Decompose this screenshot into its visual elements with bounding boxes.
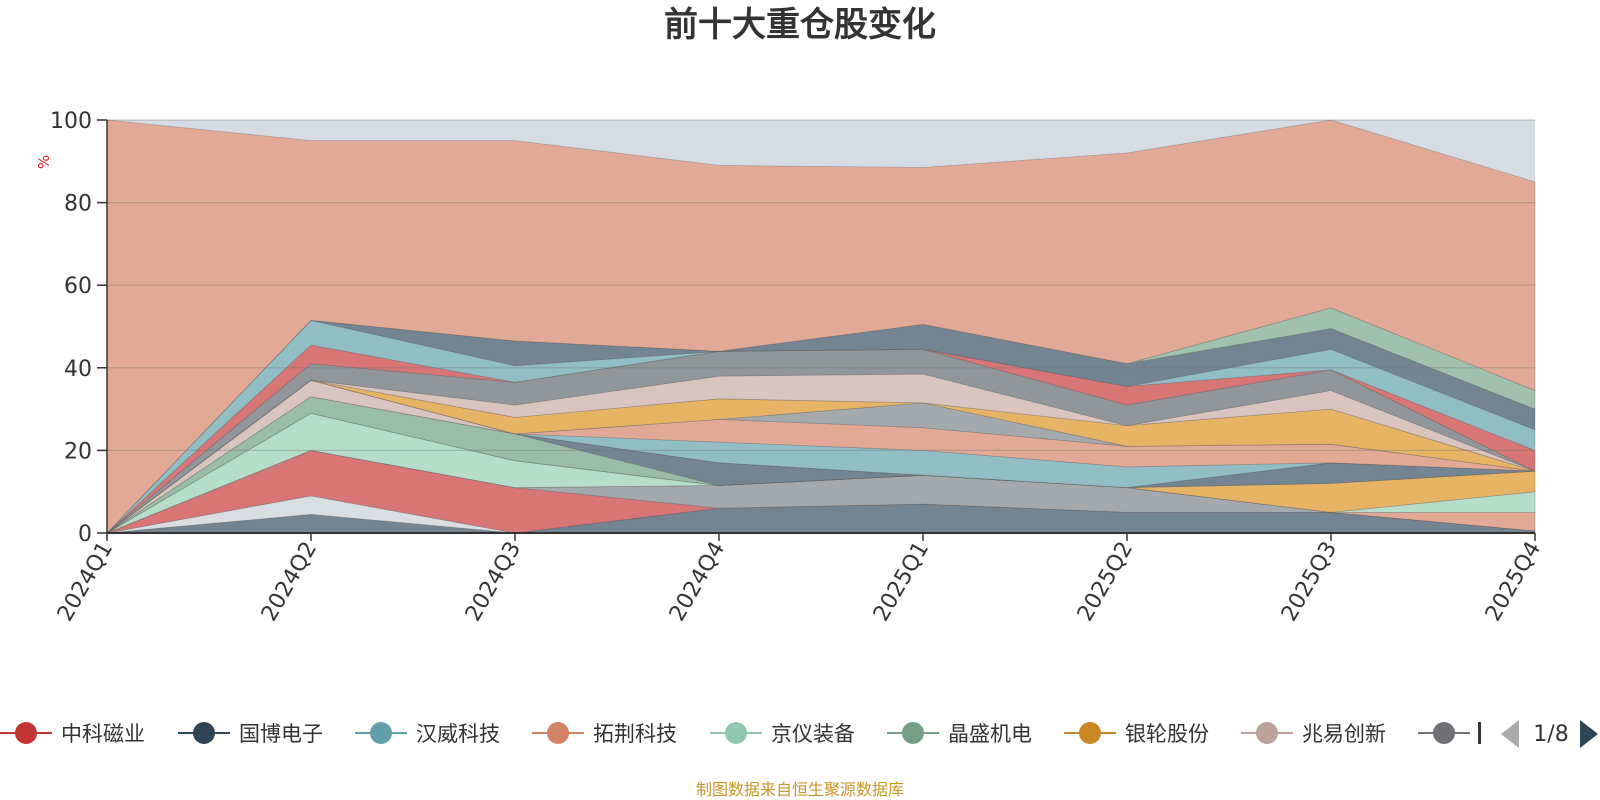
legend-marker: [193, 722, 215, 744]
x-tick-label: 2025Q3: [1277, 538, 1342, 626]
legend-label: 拓荆科技: [593, 722, 677, 746]
y-tick-label: 100: [50, 109, 92, 134]
y-tick-label: 20: [64, 439, 92, 464]
legend-marker: [902, 722, 924, 744]
legend-item-5[interactable]: 京仪装备: [710, 722, 855, 746]
area-series-group: [106, 119, 1536, 534]
y-tick-label: 40: [64, 357, 92, 382]
area-series-21[interactable]: [106, 119, 1536, 534]
legend-label: 中科磁业: [61, 722, 145, 746]
legend-label: 兆易创新: [1302, 722, 1386, 746]
x-tick-label: 2024Q2: [257, 538, 322, 626]
legend-item-6[interactable]: 晶盛机电: [887, 722, 1032, 746]
chart-title: 前十大重仓股变化: [664, 5, 936, 45]
y-tick-label: 60: [64, 274, 92, 299]
legend-marker: [370, 722, 392, 744]
legend-marker: [1433, 722, 1455, 744]
legend: 中科磁业 国博电子 汉威科技 拓荆科技 京仪装备 晶盛机电 银轮股份 兆易创新 1/8: [0, 720, 1598, 748]
grid-lines: [107, 119, 1535, 451]
legend-label: 晶盛机电: [948, 722, 1032, 746]
legend-item-8[interactable]: 兆易创新: [1241, 722, 1386, 746]
legend-truncated-text: [1478, 722, 1481, 744]
legend-marker: [15, 722, 37, 744]
legend-label: 银轮股份: [1125, 722, 1209, 746]
legend-marker: [1256, 722, 1278, 744]
x-tick-label: 2024Q4: [665, 538, 730, 626]
legend-page-indicator: 1/8: [1533, 722, 1568, 747]
legend-item-1[interactable]: 中科磁业: [0, 722, 145, 746]
legend-marker: [1079, 722, 1101, 744]
x-tick-label: 2025Q2: [1073, 538, 1138, 626]
legend-label: 京仪装备: [771, 722, 855, 746]
y-axis-unit: %: [35, 155, 53, 169]
legend-prev-page-icon[interactable]: [1501, 720, 1519, 748]
y-tick-label: 0: [78, 522, 92, 547]
legend-label: 国博电子: [239, 722, 323, 746]
source-note: 制图数据来自恒生聚源数据库: [696, 780, 904, 799]
legend-label: 汉威科技: [416, 722, 500, 746]
legend-item-3[interactable]: 汉威科技: [355, 722, 500, 746]
legend-next-page-icon[interactable]: [1580, 720, 1598, 748]
y-tick-label: 80: [64, 192, 92, 217]
x-tick-label: 2024Q1: [53, 538, 118, 626]
x-tick-label: 2025Q1: [869, 538, 934, 626]
legend-item-2[interactable]: 国博电子: [178, 722, 323, 746]
x-tick-label: 2025Q4: [1481, 538, 1546, 626]
legend-marker: [725, 722, 747, 744]
x-tick-label: 2024Q3: [461, 538, 526, 626]
legend-item-4[interactable]: 拓荆科技: [532, 722, 677, 746]
legend-marker: [547, 722, 569, 744]
legend-item-7[interactable]: 银轮股份: [1064, 722, 1209, 746]
legend-item-9[interactable]: [1418, 722, 1470, 744]
